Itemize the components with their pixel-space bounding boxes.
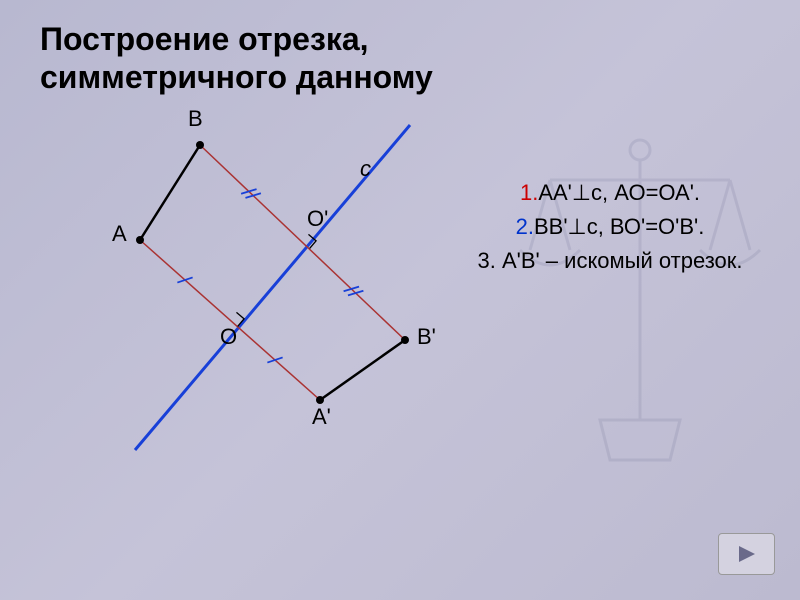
next-slide-button[interactable]	[718, 533, 775, 575]
step-2: 2.ВВ'⊥с, ВО'=О'В'.	[470, 214, 750, 240]
svg-text:В: В	[188, 110, 203, 131]
step-3: 3. А'В' – искомый отрезок.	[470, 248, 750, 274]
slide: Построение отрезка, симметричного данном…	[0, 0, 800, 600]
svg-text:с: с	[360, 156, 371, 181]
svg-text:А: А	[112, 221, 127, 246]
geometry-diagram: А В О О' А' В' с	[40, 110, 460, 510]
slide-title: Построение отрезка, симметричного данном…	[40, 20, 433, 97]
scales-bg-icon	[500, 120, 780, 500]
svg-text:О': О'	[307, 206, 328, 231]
svg-text:А': А'	[312, 404, 331, 429]
svg-text:О: О	[220, 324, 237, 349]
construction-steps: 1.АА'⊥с, АО=ОА'. 2.ВВ'⊥с, ВО'=О'В'. 3. А…	[470, 180, 750, 282]
svg-text:В': В'	[417, 324, 436, 349]
step-1: 1.АА'⊥с, АО=ОА'.	[470, 180, 750, 206]
next-icon	[735, 542, 759, 566]
